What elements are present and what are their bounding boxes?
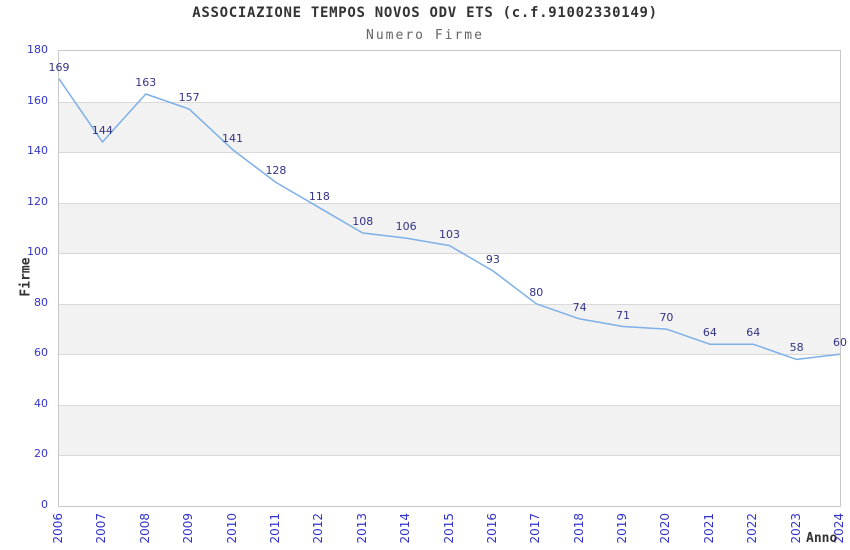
data-point-label: 169 <box>48 60 70 74</box>
data-point-label: 118 <box>308 189 330 203</box>
x-axis-title: Anno <box>806 531 838 546</box>
data-point-label: 58 <box>789 341 804 355</box>
plot-band <box>59 404 840 456</box>
gridline <box>59 455 840 457</box>
x-axis-tick-label: 2016 <box>484 513 499 544</box>
gridline <box>59 253 840 255</box>
y-axis-tick-label: 40 <box>34 396 48 410</box>
gridline <box>59 303 840 305</box>
data-point-label: 103 <box>439 227 460 241</box>
data-point-label: 70 <box>659 311 674 325</box>
data-point-label: 144 <box>91 124 113 137</box>
x-axis-tick-label: 2012 <box>311 513 326 544</box>
data-point-label: 74 <box>572 300 587 314</box>
x-axis-tick-label: 2015 <box>441 513 456 544</box>
gridline <box>59 152 840 154</box>
data-point-label: 106 <box>395 220 417 234</box>
x-axis-tick-label: 2006 <box>51 513 65 544</box>
chart-subtitle: Numero Firme <box>366 28 484 43</box>
y-axis-tick-label: 120 <box>27 194 48 208</box>
x-axis-tick-label: 2018 <box>571 513 586 544</box>
x-axis-tick-label: 2023 <box>788 513 803 544</box>
data-point-label: 108 <box>352 215 374 228</box>
y-axis-tick-label: 100 <box>27 245 48 259</box>
gridline <box>59 202 840 204</box>
x-axis-tick-label: 2020 <box>658 513 673 544</box>
x-axis-tick-label: 2021 <box>701 513 716 544</box>
x-axis-tick-label: 2013 <box>354 513 369 544</box>
x-axis-tick-label: 2010 <box>224 513 239 544</box>
y-axis-tick-label: 140 <box>27 144 48 158</box>
y-axis-tick-label: 180 <box>27 43 48 56</box>
x-axis-tick-label: 2008 <box>137 513 152 544</box>
gridline <box>59 404 840 406</box>
y-axis-tick-label: 80 <box>34 295 48 309</box>
y-axis-tick-label: 20 <box>34 447 48 461</box>
x-axis-tick-label: 2014 <box>398 513 413 544</box>
data-point-label: 80 <box>529 285 544 299</box>
gridline <box>59 101 840 103</box>
x-axis-tick-label: 2019 <box>615 513 630 544</box>
x-axis-tick-label: 2007 <box>94 513 109 544</box>
plot-band <box>59 202 840 254</box>
data-point-label: 93 <box>485 252 500 266</box>
x-axis-tick-label: 2017 <box>528 513 543 544</box>
series-line <box>58 78 841 361</box>
chart-title: ASSOCIAZIONE TEMPOS NOVOS ODV ETS (c.f.9… <box>192 5 658 21</box>
data-point-label: 128 <box>265 164 287 178</box>
plot-band <box>59 303 840 355</box>
data-point-label: 157 <box>178 91 200 105</box>
data-point-label: 64 <box>702 326 717 340</box>
data-point-label: 71 <box>616 308 631 322</box>
y-axis-tick-label: 160 <box>27 93 48 107</box>
data-point-label: 64 <box>746 326 761 340</box>
x-axis-tick-label: 2011 <box>267 513 282 544</box>
data-point-label: 60 <box>833 336 847 350</box>
y-axis-title: Firme <box>18 257 34 297</box>
plot-area: 2006 2007 2008 2009 2010 2011 2012 2013 2014 2015… <box>49 50 847 544</box>
y-axis-tick-label: 0 <box>41 498 48 511</box>
y-axis-tick-label: 60 <box>34 346 48 360</box>
gridline <box>59 354 840 356</box>
data-point-label: 163 <box>135 75 157 89</box>
x-axis-tick-label: 2022 <box>745 513 760 544</box>
x-axis-tick-label: 2009 <box>181 513 196 544</box>
data-point-label: 141 <box>222 131 244 145</box>
